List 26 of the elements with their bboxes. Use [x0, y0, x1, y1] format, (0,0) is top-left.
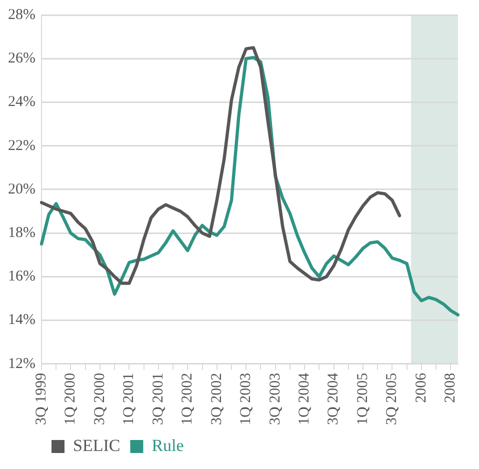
x-tick-label: 3Q 2004 [326, 372, 342, 426]
x-tick-label: 1Q 2001 [121, 372, 138, 426]
x-tick-label: 3Q 2003 [267, 372, 284, 426]
y-tick-label: 26% [8, 50, 36, 67]
y-tick-label: 24% [8, 94, 36, 110]
y-tick-label: 14% [8, 312, 36, 328]
x-tick-label: 1Q 2005 [354, 372, 371, 426]
y-tick-label: 22% [8, 138, 36, 154]
y-tick-label: 18% [8, 225, 36, 242]
y-tick-label: 16% [8, 268, 36, 285]
y-tick-label: 12% [8, 356, 36, 372]
x-tick-label: 2008 [442, 372, 459, 403]
x-tick-label: 2006 [413, 372, 430, 403]
x-tick-label: 1Q 2002 [180, 372, 196, 426]
x-tick-label: 3Q 2002 [208, 372, 225, 426]
legend-label: Rule [152, 436, 184, 455]
x-tick-label: 3Q 1999 [33, 372, 50, 426]
x-tick-label: 1Q 2004 [296, 372, 312, 426]
x-tick-label: 1Q 2003 [238, 372, 254, 426]
x-tick-label: 3Q 2005 [384, 372, 400, 426]
x-tick-label: 3Q 2001 [150, 372, 166, 426]
y-tick-label: 20% [8, 181, 36, 198]
x-tick-label: 1Q 2000 [62, 372, 79, 426]
legend-label: SELIC [72, 436, 120, 455]
y-tick-label: 28% [8, 6, 36, 23]
x-tick-label: 3Q 2000 [92, 372, 108, 426]
